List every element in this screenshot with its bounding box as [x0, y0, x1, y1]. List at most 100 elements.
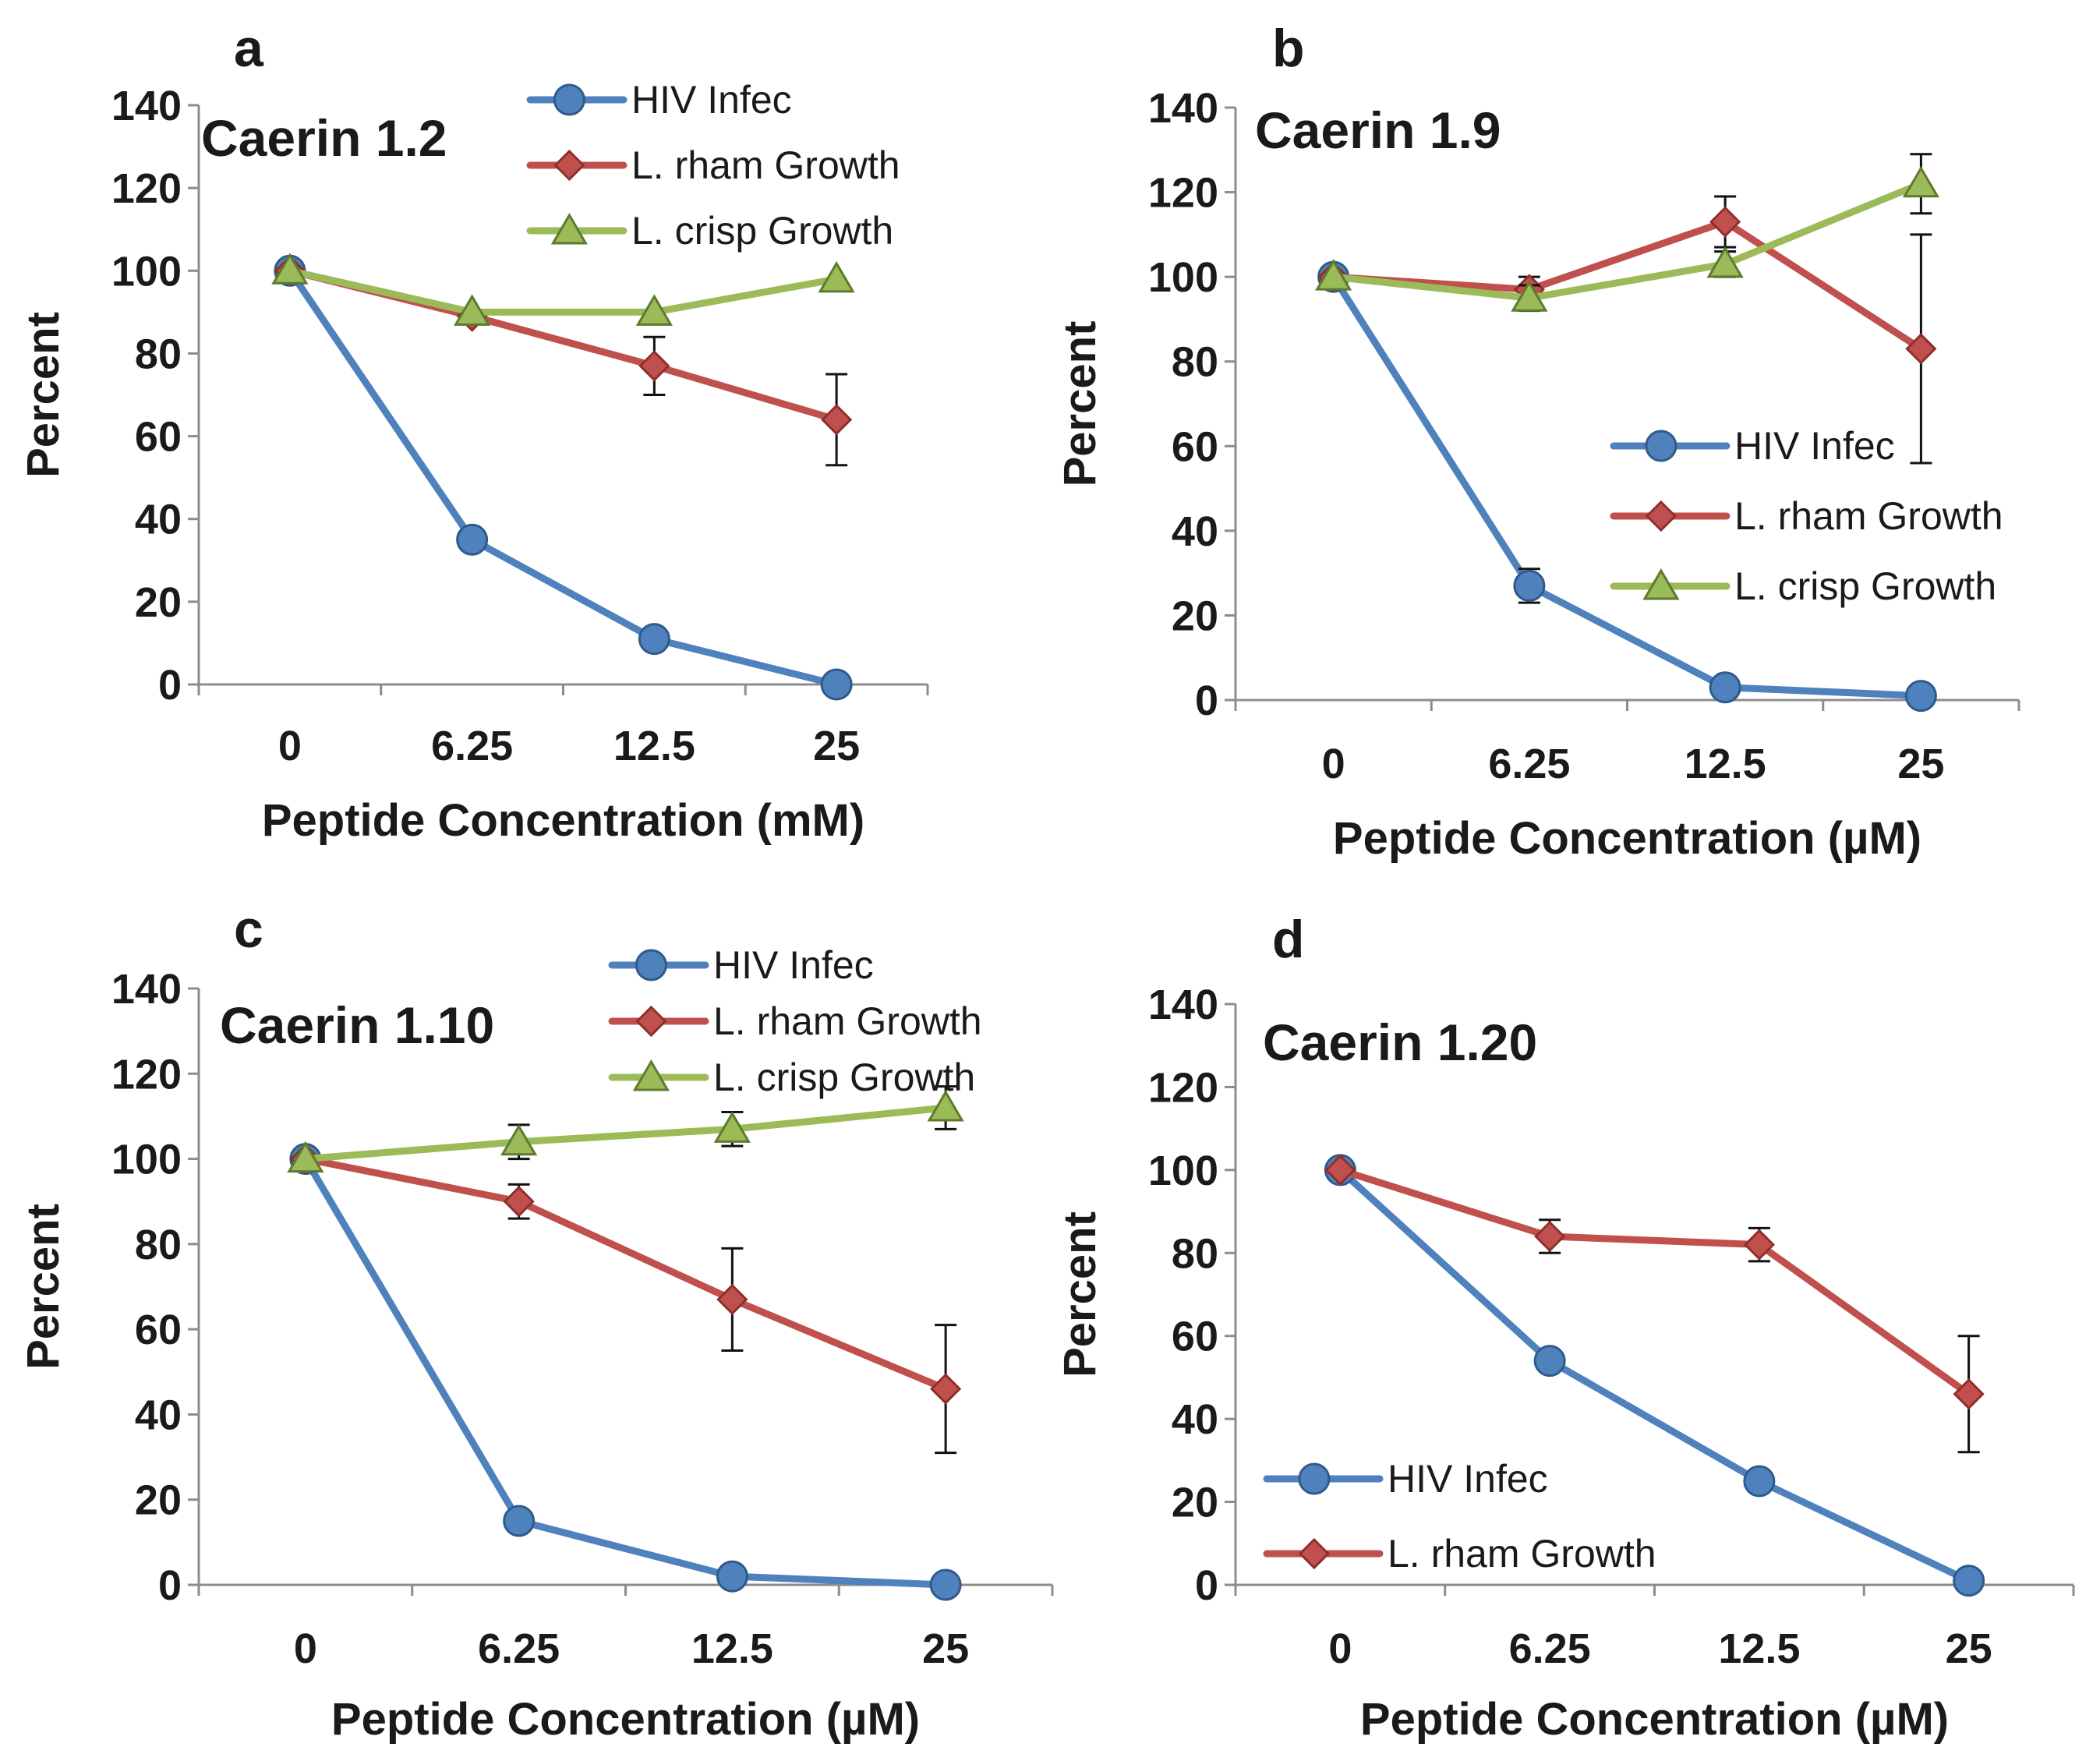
y-tick-label: 0: [158, 662, 182, 709]
series-hiv: [1317, 260, 1937, 713]
legend: HIV Infec L. rham Growth: [1263, 1457, 1656, 1575]
y-tick-label: 0: [1195, 1562, 1218, 1609]
series-line-hiv: [286, 267, 840, 688]
y-tick-label: 140: [1148, 981, 1218, 1028]
series-line-rham: [1336, 1166, 1973, 1398]
data-point-hiv: [820, 668, 853, 701]
legend-marker-hiv: [1645, 430, 1678, 462]
y-tick-label: 0: [1195, 677, 1218, 724]
data-point-rham: [821, 404, 853, 436]
x-axis-label: Peptide Concentration (mM): [262, 795, 864, 846]
legend-label: L. rham Growth: [713, 999, 982, 1043]
x-tick-label: 25: [922, 1625, 969, 1672]
y-tick-label: 100: [1148, 254, 1218, 301]
panel-c: c Caerin 1.10 0 20 40 60 80 100 120 140 0 6.25 12.5 2…: [18, 900, 1054, 1745]
data-point-hiv: [1533, 1345, 1566, 1377]
data-point-hiv: [456, 523, 489, 556]
y-tick-label: 60: [1172, 1314, 1218, 1360]
y-tick-label: 20: [1172, 1480, 1218, 1526]
data-point-hiv: [1513, 569, 1546, 602]
legend-marker-hiv: [553, 83, 585, 116]
data-point-rham: [638, 350, 670, 382]
x-axis-label: Peptide Concentration (µM): [1360, 1694, 1949, 1745]
data-point-crisp: [818, 260, 855, 293]
y-tick-label: 120: [1148, 1064, 1218, 1111]
legend-label: HIV Infec: [631, 78, 792, 122]
legend-marker-crisp: [1642, 568, 1680, 600]
series-line-hiv: [1330, 273, 1925, 700]
data-point-rham: [1953, 1378, 1985, 1410]
data-point-crisp: [927, 1090, 964, 1122]
data-point-hiv: [1743, 1465, 1776, 1498]
panel-letter: a: [234, 19, 264, 78]
series-crisp: [271, 253, 855, 326]
data-point-rham: [1324, 1154, 1356, 1186]
x-tick-label: 0: [1328, 1625, 1352, 1672]
chart-title: Caerin 1.2: [201, 109, 447, 167]
data-point-rham: [1709, 206, 1741, 238]
series-rham: [1324, 1154, 1985, 1454]
y-tick-label: 80: [135, 1222, 182, 1268]
data-point-crisp: [1902, 165, 1939, 198]
y-tick-label: 60: [1172, 423, 1218, 470]
legend: HIV Infec L. rham Growth L. crisp Growth: [1610, 424, 2003, 608]
series-hiv: [274, 254, 853, 701]
series-crisp: [1315, 153, 1939, 313]
data-point-crisp: [271, 253, 309, 285]
data-point-rham: [1534, 1220, 1566, 1253]
y-tick-label: 40: [1172, 1396, 1218, 1443]
legend-label: L. rham Growth: [1388, 1532, 1656, 1575]
x-tick-label: 0: [1322, 741, 1345, 787]
data-point-crisp: [1511, 280, 1548, 312]
legend-marker-crisp: [550, 213, 589, 245]
series-line-rham: [1330, 218, 1925, 352]
x-tick-label: 12.5: [613, 723, 695, 769]
y-axis-label: Percent: [1055, 321, 1105, 487]
legend-marker-hiv: [635, 949, 667, 981]
chart-title: Caerin 1.10: [220, 996, 494, 1054]
y-tick-label: 140: [1148, 85, 1218, 132]
data-point-crisp: [1315, 259, 1352, 291]
data-point-hiv: [638, 623, 670, 656]
data-point-hiv: [1904, 680, 1937, 713]
y-axis-label: Percent: [18, 312, 69, 478]
legend-marker-rham: [1298, 1537, 1331, 1570]
x-tick-label: 6.25: [1509, 1625, 1591, 1672]
data-point-hiv: [1709, 671, 1741, 704]
data-point-rham: [930, 1373, 962, 1405]
series-rham: [1317, 195, 1937, 465]
x-tick-label: 6.25: [431, 723, 513, 769]
y-tick-label: 80: [1172, 339, 1218, 386]
x-tick-label: 12.5: [1685, 741, 1766, 787]
y-tick-label: 100: [111, 1137, 182, 1183]
data-point-crisp: [635, 294, 673, 326]
data-point-crisp: [454, 294, 491, 326]
y-tick-label: 80: [1172, 1230, 1218, 1277]
series-line-crisp: [1330, 180, 1925, 302]
legend-marker-rham: [553, 149, 585, 182]
y-tick-label: 20: [135, 579, 182, 626]
legend-label: HIV Infec: [1388, 1457, 1548, 1501]
y-tick-label: 40: [135, 1392, 182, 1438]
y-tick-label: 20: [135, 1477, 182, 1524]
panel-letter: c: [234, 900, 263, 959]
legend-marker-rham: [635, 1005, 667, 1038]
legend-label: HIV Infec: [1734, 424, 1895, 468]
legend: HIV Infec L. rham Growth L. crisp Growth: [608, 943, 982, 1099]
x-axis-label: Peptide Concentration (µM): [331, 1694, 920, 1745]
x-tick-label: 6.25: [1488, 741, 1570, 787]
y-tick-label: 60: [135, 1307, 182, 1353]
panel-letter: b: [1272, 19, 1305, 78]
data-point-crisp: [713, 1111, 751, 1143]
data-point-hiv: [929, 1568, 962, 1601]
y-tick-label: 140: [111, 83, 182, 129]
x-tick-label: 6.25: [478, 1625, 560, 1672]
legend-label: L. crisp Growth: [1734, 564, 1996, 608]
panel-letter: d: [1272, 910, 1305, 969]
data-point-rham: [716, 1283, 748, 1316]
panel-b: b Caerin 1.9 0 20 40 60 80 100 120 140 0 6.25 12.5 25…: [1055, 19, 2020, 864]
x-tick-label: 0: [294, 1625, 317, 1672]
series-line-crisp: [302, 1104, 949, 1163]
x-tick-label: 25: [1946, 1625, 1992, 1672]
